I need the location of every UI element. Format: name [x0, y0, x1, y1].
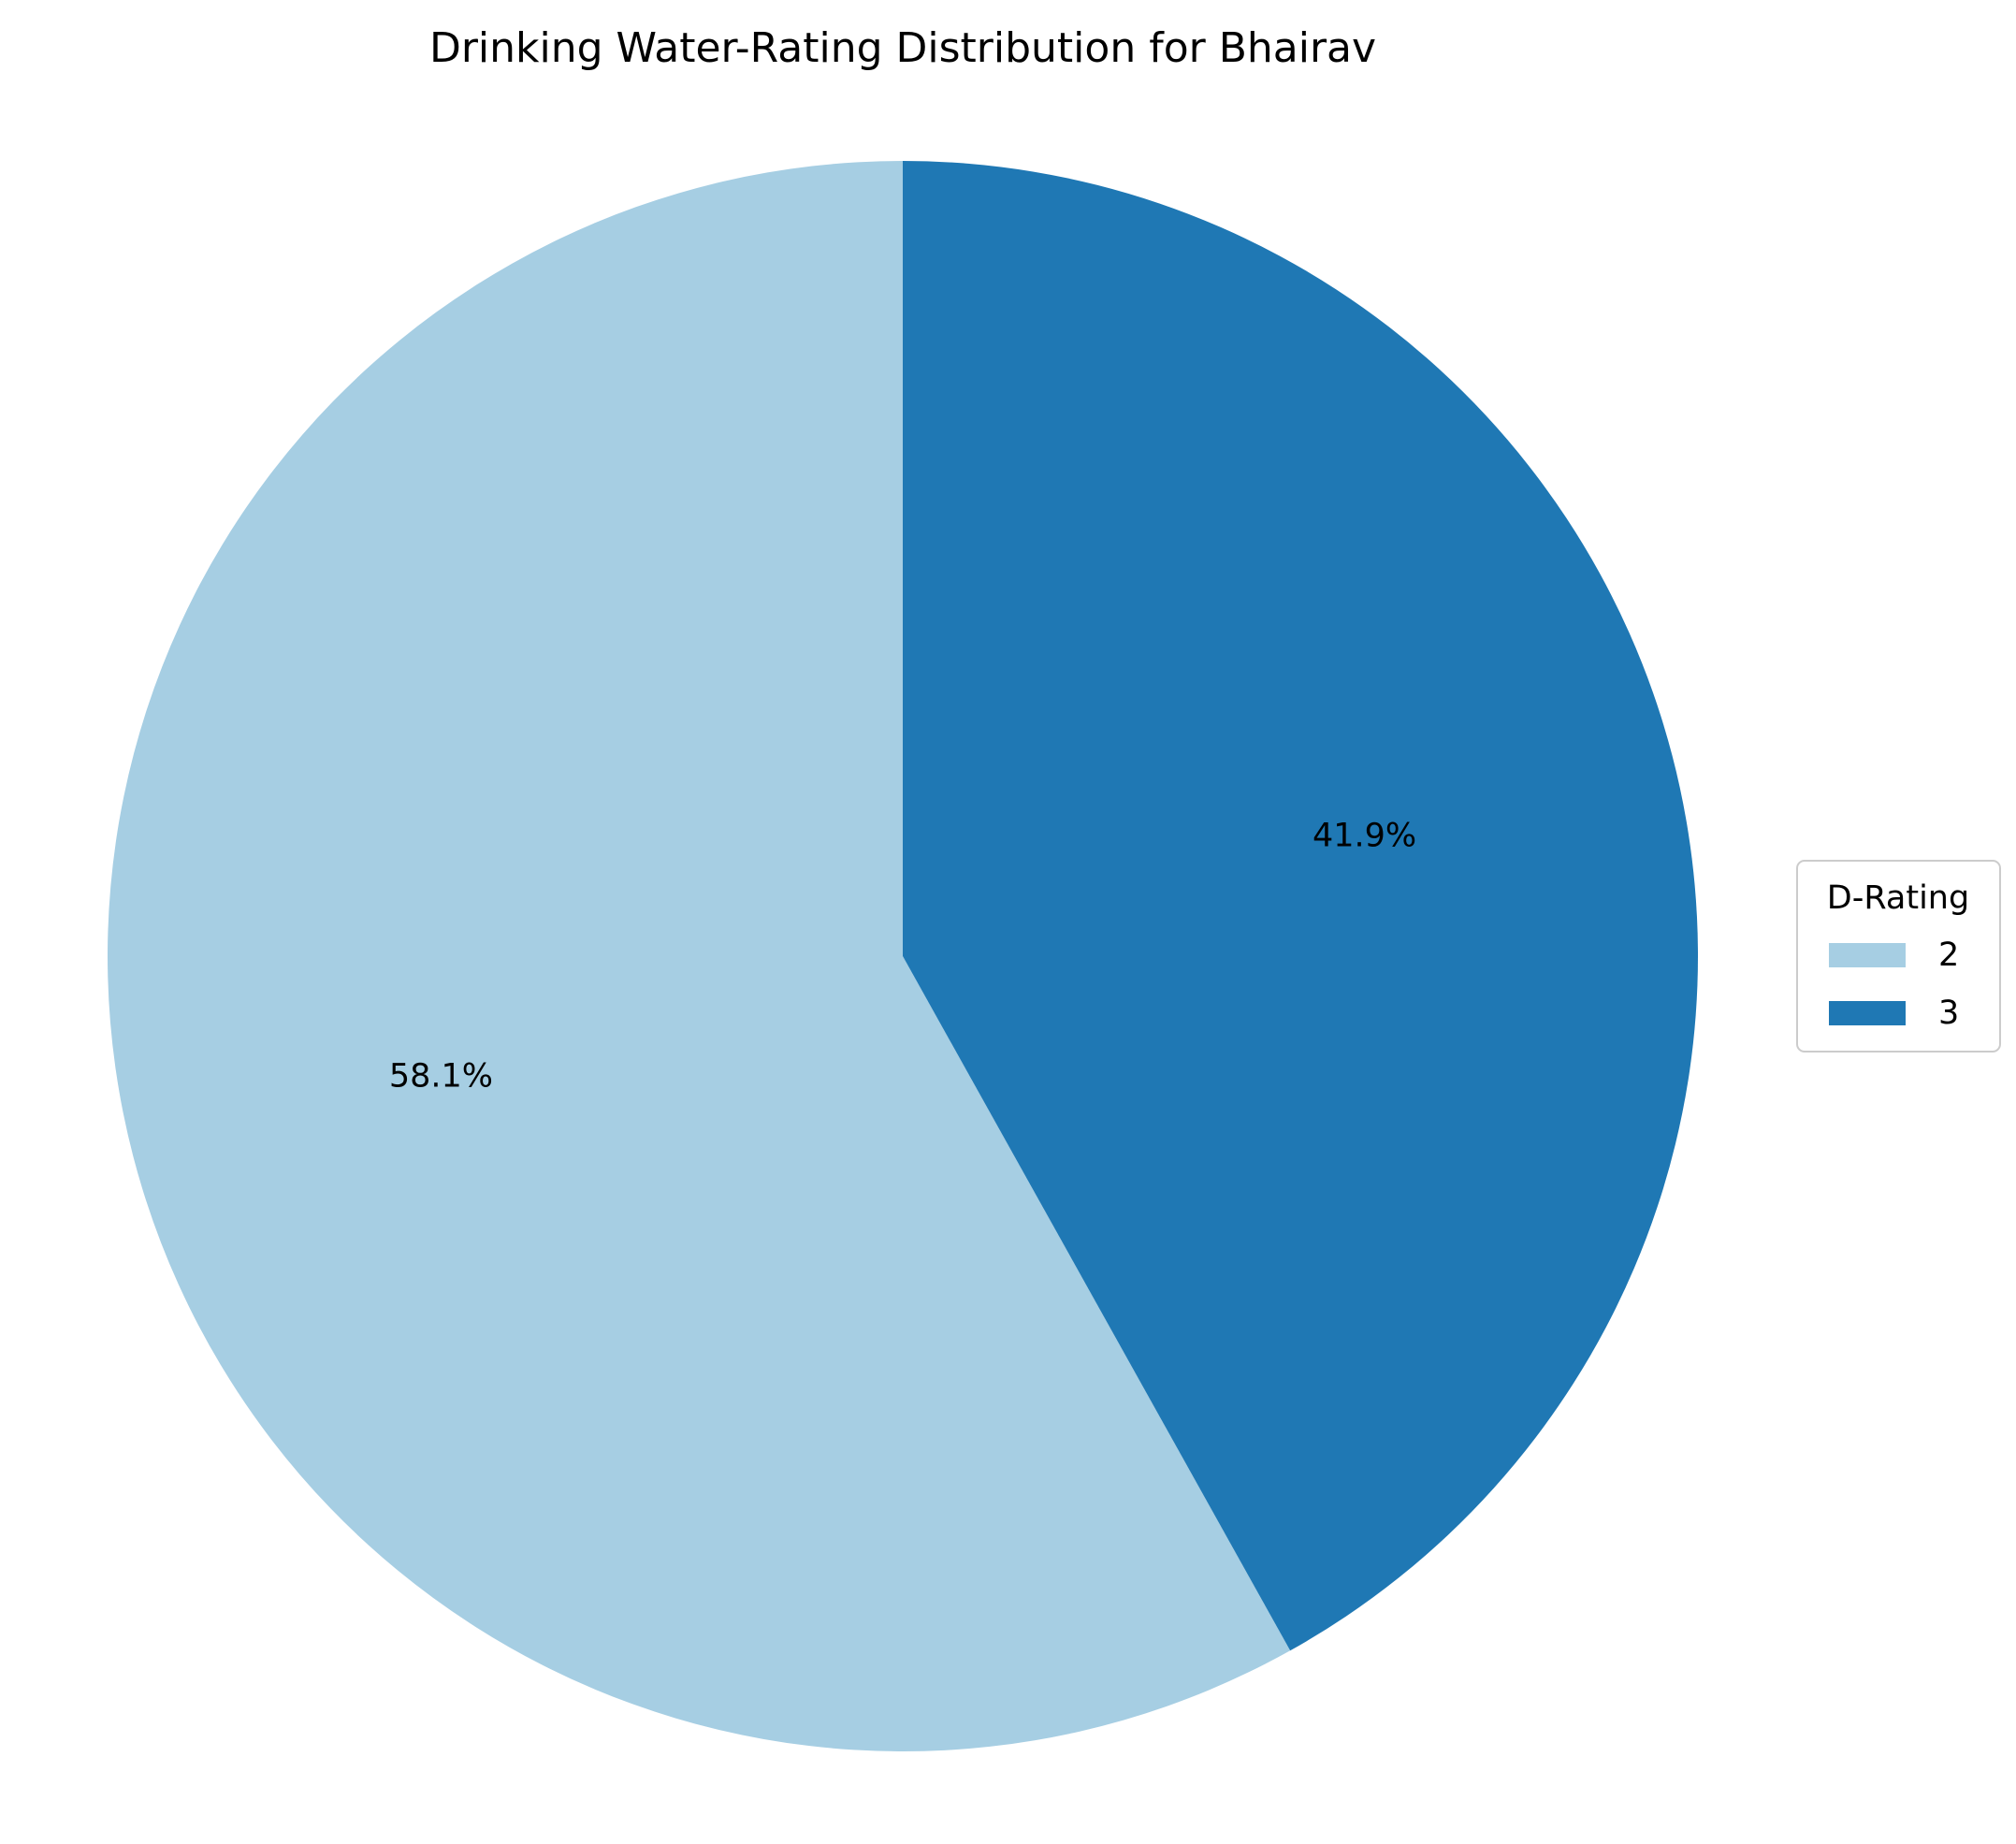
pie-percent-label-2: 58.1% [389, 1057, 493, 1095]
pie-slice-3 [903, 161, 1699, 1651]
legend-label-3: 3 [1938, 995, 1959, 1032]
pie-percent-labels: 58.1% 41.9% [389, 818, 1416, 1096]
legend-swatch-3 [1829, 1001, 1906, 1025]
pie-percent-label-3: 41.9% [1313, 818, 1416, 855]
legend-title: D-Rating [1827, 879, 1969, 917]
pie-slice-2 [108, 161, 1291, 1751]
legend-swatch-2 [1829, 943, 1906, 967]
legend-label-2: 2 [1938, 937, 1959, 974]
legend-items: 23 [1829, 937, 1959, 1032]
chart-legend: D-Rating 23 [1796, 860, 2001, 1053]
chart-title: Drinking Water-Rating Distribution for B… [429, 24, 1376, 72]
pie-slices [108, 161, 1699, 1751]
